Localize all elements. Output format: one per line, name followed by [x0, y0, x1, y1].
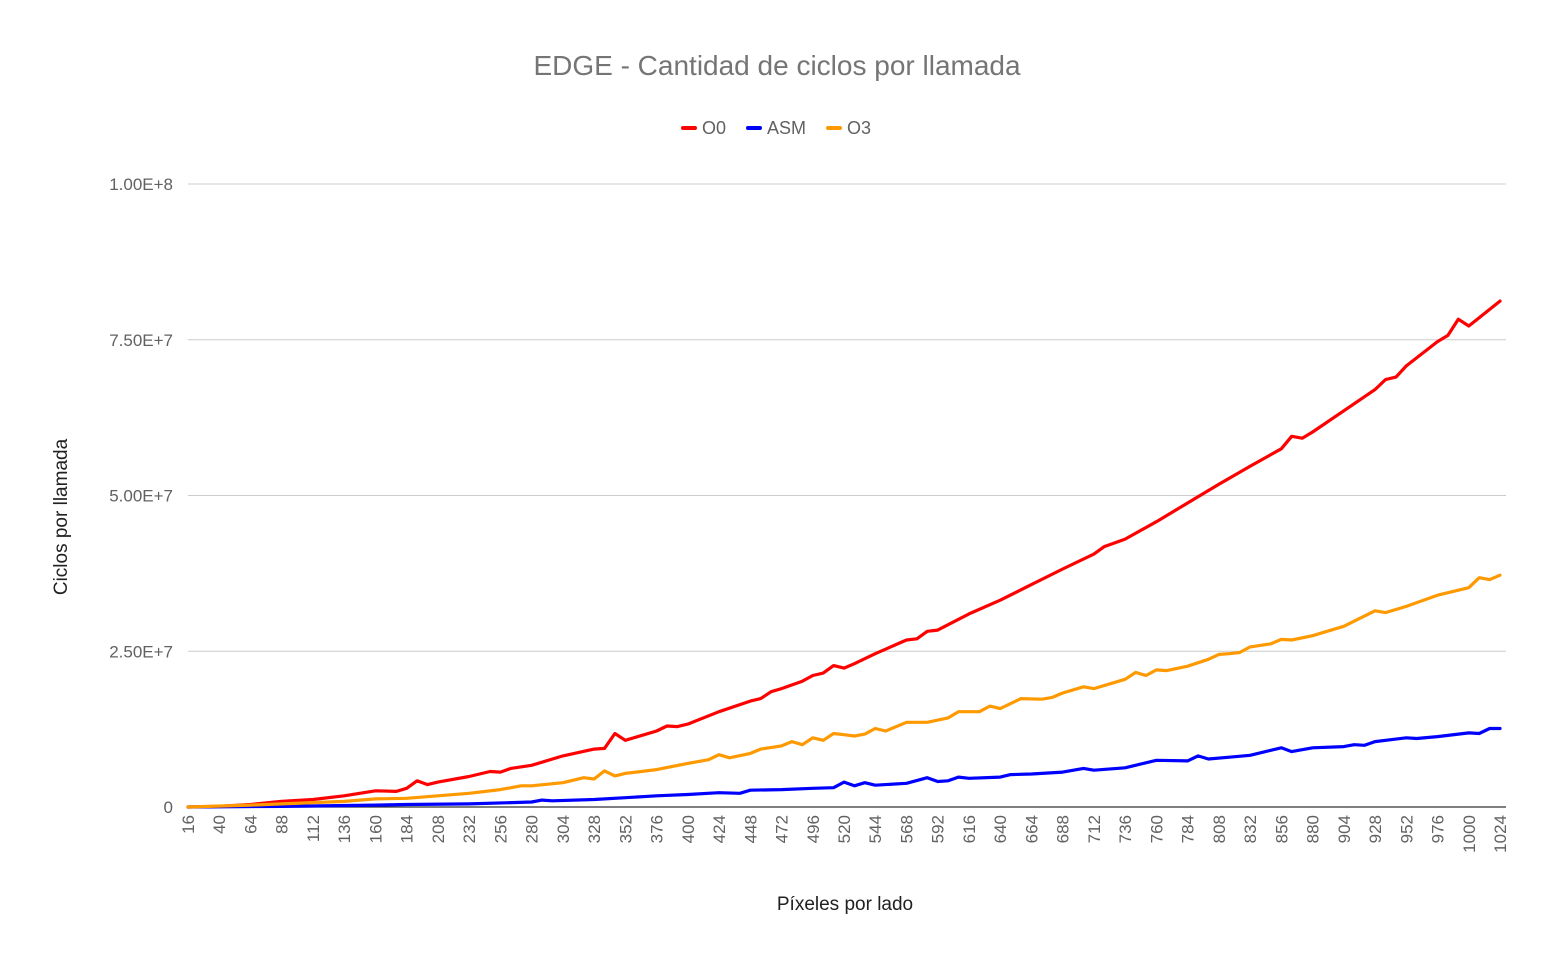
x-tick-label: 136 — [335, 815, 354, 843]
x-tick-label: 736 — [1116, 815, 1135, 843]
legend[interactable]: O0 ASM O3 — [680, 118, 871, 138]
x-tick-label: 568 — [897, 815, 916, 843]
x-tick-label: 40 — [210, 815, 229, 834]
x-tick-label: 256 — [491, 815, 510, 843]
x-axis-label: Píxeles por lado — [777, 894, 913, 915]
y-axis-label: Ciclos por llamada — [51, 438, 72, 595]
x-tick-label: 640 — [991, 815, 1010, 843]
x-tick-label: 448 — [741, 815, 760, 843]
chart-title: EDGE - Cantidad de ciclos por llamada — [533, 50, 1021, 81]
x-tick-label: 16 — [179, 815, 198, 834]
y-axis-ticks: 0 2.50E+7 5.00E+7 7.50E+7 1.00E+8 — [109, 175, 173, 817]
x-tick-label: 832 — [1241, 815, 1260, 843]
x-tick-label: 1024 — [1491, 815, 1510, 853]
x-tick-label: 784 — [1179, 815, 1198, 843]
x-tick-label: 712 — [1085, 815, 1104, 843]
legend-label: O3 — [847, 118, 871, 138]
x-tick-label: 520 — [835, 815, 854, 843]
y-tick-label: 2.50E+7 — [109, 642, 173, 661]
x-tick-label: 160 — [366, 815, 385, 843]
x-tick-label: 592 — [929, 815, 948, 843]
x-tick-label: 904 — [1335, 815, 1354, 843]
series-line-o3 — [186, 573, 1502, 809]
x-tick-label: 1000 — [1460, 815, 1479, 853]
y-tick-label: 1.00E+8 — [109, 175, 173, 194]
x-tick-label: 400 — [679, 815, 698, 843]
x-tick-label: 232 — [460, 815, 479, 843]
x-tick-label: 928 — [1366, 815, 1385, 843]
legend-item-o0[interactable]: O0 — [680, 118, 726, 138]
x-tick-label: 760 — [1147, 815, 1166, 843]
x-tick-label: 88 — [273, 815, 292, 834]
x-tick-label: 352 — [616, 815, 635, 843]
x-tick-label: 616 — [960, 815, 979, 843]
y-tick-label: 7.50E+7 — [109, 331, 173, 350]
x-axis-ticks: 16 40 64 88 112 136 160 184 208 232 256 280 304 328 35… — [179, 815, 1510, 853]
x-tick-label: 112 — [304, 815, 323, 842]
y-tick-label: 5.00E+7 — [109, 487, 173, 506]
legend-label: ASM — [767, 118, 806, 138]
series-line-asm — [186, 726, 1502, 809]
legend-item-o3[interactable]: O3 — [826, 118, 871, 138]
x-tick-label: 424 — [710, 815, 729, 843]
series-lines — [186, 299, 1502, 809]
x-tick-label: 64 — [241, 815, 260, 834]
x-tick-label: 880 — [1304, 815, 1323, 843]
x-tick-label: 304 — [554, 815, 573, 843]
x-tick-label: 328 — [585, 815, 604, 843]
x-tick-label: 976 — [1429, 815, 1448, 843]
x-tick-label: 808 — [1210, 815, 1229, 843]
x-tick-label: 280 — [523, 815, 542, 843]
x-tick-label: 208 — [429, 815, 448, 843]
x-tick-label: 856 — [1272, 815, 1291, 843]
x-tick-label: 184 — [398, 815, 417, 843]
x-tick-label: 544 — [866, 815, 885, 843]
legend-item-asm[interactable]: ASM — [745, 118, 806, 138]
grid-lines — [188, 183, 1506, 808]
x-tick-label: 952 — [1397, 815, 1416, 843]
series-line-o0 — [186, 299, 1502, 809]
x-tick-label: 688 — [1054, 815, 1073, 843]
x-tick-label: 664 — [1022, 815, 1041, 843]
x-tick-label: 376 — [648, 815, 667, 843]
y-tick-label: 0 — [164, 798, 173, 817]
x-tick-label: 496 — [804, 815, 823, 843]
x-tick-label: 472 — [773, 815, 792, 843]
legend-label: O0 — [702, 118, 726, 138]
